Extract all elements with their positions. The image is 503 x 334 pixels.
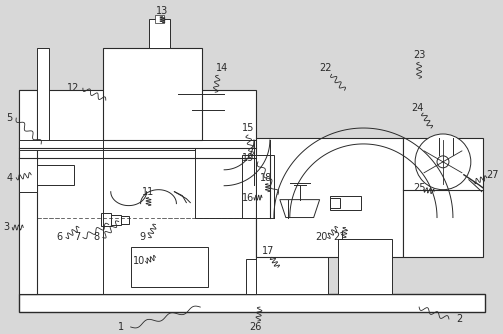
Bar	[256, 229, 327, 294]
Text: 6: 6	[56, 232, 62, 242]
Bar	[246, 259, 270, 294]
Text: 1: 1	[118, 322, 124, 332]
Text: 15: 15	[242, 123, 254, 133]
Bar	[19, 165, 74, 185]
Bar	[101, 212, 111, 226]
Bar	[329, 198, 340, 208]
Text: 14: 14	[216, 63, 228, 73]
Text: 12: 12	[67, 83, 79, 93]
Text: 18: 18	[260, 173, 272, 183]
Text: 25: 25	[413, 183, 426, 193]
Circle shape	[437, 156, 449, 168]
Text: 3: 3	[3, 222, 10, 232]
Bar	[154, 15, 164, 23]
Text: 5: 5	[6, 113, 13, 123]
Text: 8: 8	[94, 232, 100, 242]
Text: 21: 21	[333, 232, 346, 242]
Text: 27: 27	[486, 170, 499, 180]
Bar	[19, 90, 37, 294]
Bar	[19, 294, 485, 312]
Bar	[256, 138, 403, 257]
Bar	[37, 48, 49, 148]
Text: 7: 7	[74, 232, 80, 242]
Bar	[338, 239, 392, 294]
Text: 23: 23	[413, 50, 426, 60]
Bar	[131, 247, 208, 287]
Text: 9: 9	[139, 232, 146, 242]
Text: 26: 26	[249, 322, 261, 332]
Bar	[403, 138, 483, 257]
Polygon shape	[280, 200, 319, 217]
Text: 22: 22	[319, 63, 332, 73]
Text: 17: 17	[262, 246, 274, 257]
Text: 11: 11	[142, 187, 155, 197]
Bar	[195, 148, 256, 217]
Text: 24: 24	[411, 103, 424, 113]
Bar	[256, 155, 274, 217]
Bar	[242, 155, 284, 217]
Bar	[329, 196, 362, 209]
Bar	[121, 215, 129, 223]
Bar	[19, 158, 37, 192]
Text: 10: 10	[132, 256, 145, 266]
Bar	[19, 90, 256, 294]
Bar	[148, 19, 171, 48]
Text: 20: 20	[315, 232, 328, 242]
Circle shape	[415, 134, 471, 190]
Bar	[111, 214, 121, 224]
Text: 19: 19	[242, 153, 254, 163]
Text: 4: 4	[6, 173, 13, 183]
Bar	[103, 48, 202, 140]
Bar	[19, 140, 256, 150]
Text: 16: 16	[242, 193, 254, 203]
Text: 13: 13	[156, 6, 169, 16]
Text: 2: 2	[456, 314, 462, 324]
